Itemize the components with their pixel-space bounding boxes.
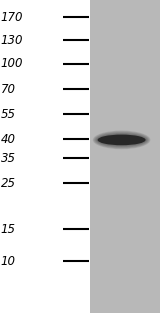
Ellipse shape [97,134,147,146]
Ellipse shape [93,131,150,149]
Ellipse shape [98,135,146,145]
Ellipse shape [94,131,149,148]
Text: 40: 40 [1,133,16,146]
Text: 55: 55 [1,108,16,121]
Text: 10: 10 [1,255,16,268]
Ellipse shape [95,132,148,148]
Ellipse shape [96,133,148,147]
Text: 15: 15 [1,223,16,236]
Text: 170: 170 [1,11,23,24]
Text: 130: 130 [1,33,23,47]
Text: 100: 100 [1,57,23,70]
Text: 70: 70 [1,83,16,96]
Text: 25: 25 [1,177,16,190]
Text: 35: 35 [1,151,16,165]
Bar [0,0,90,313]
